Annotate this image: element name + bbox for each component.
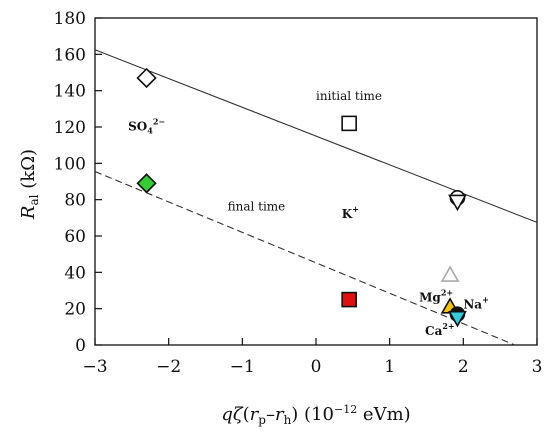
data-point-square [341, 115, 357, 132]
trend-line-final [94, 171, 516, 346]
x-tick-label: 2 [458, 357, 469, 377]
x-axis-label: qζ(rp–rh) (10−12 eVm) [221, 403, 410, 427]
y-tick-label: 80 [64, 191, 86, 211]
data-point-square [341, 291, 357, 308]
y-tick-label: 60 [64, 227, 86, 247]
y-tick-label: 0 [75, 336, 86, 356]
plot-area: −3 −2 −1 0 1 2 3 0 20 40 60 80 100 120 140 160 180 initia… [54, 9, 543, 377]
data-point-diamond [136, 173, 157, 194]
trend-line-initial [94, 49, 538, 223]
y-tick-label: 40 [64, 263, 86, 283]
annotation: Ca2+ [425, 321, 455, 338]
y-tick-label: 120 [54, 118, 86, 138]
y-tick-label: 20 [64, 300, 86, 320]
y-axis-label: Ral (kΩ) [18, 149, 41, 220]
y-tick-label: 160 [54, 45, 86, 65]
y-tick-label: 180 [54, 9, 86, 29]
annotation: Mg2+ [419, 287, 453, 304]
x-tick-label: 1 [384, 357, 395, 377]
x-tick-label: −2 [156, 357, 181, 377]
annotation: SO42− [128, 117, 165, 136]
plot-frame [94, 17, 538, 346]
svg-text:Ral (kΩ): Ral (kΩ) [18, 149, 41, 220]
annotation: initial time [316, 89, 382, 103]
svg-text:qζ(rp–rh) (10−12 eVm): qζ(rp–rh) (10−12 eVm) [221, 403, 410, 427]
x-tick-label: −3 [82, 357, 107, 377]
x-tick-label: −1 [230, 357, 255, 377]
annotation: K+ [342, 204, 359, 221]
data-point-triangle-down [448, 194, 467, 212]
annotation: Na+ [463, 295, 488, 312]
annotation: final time [228, 200, 286, 214]
data-point-triangle-up [440, 265, 460, 282]
x-tick-label: 3 [532, 357, 543, 377]
data-point-triangle-down [448, 310, 467, 328]
y-tick-label: 140 [54, 82, 86, 102]
y-tick-label: 100 [54, 154, 86, 174]
x-tick-label: 0 [311, 357, 322, 377]
data-point-diamond [136, 67, 157, 89]
